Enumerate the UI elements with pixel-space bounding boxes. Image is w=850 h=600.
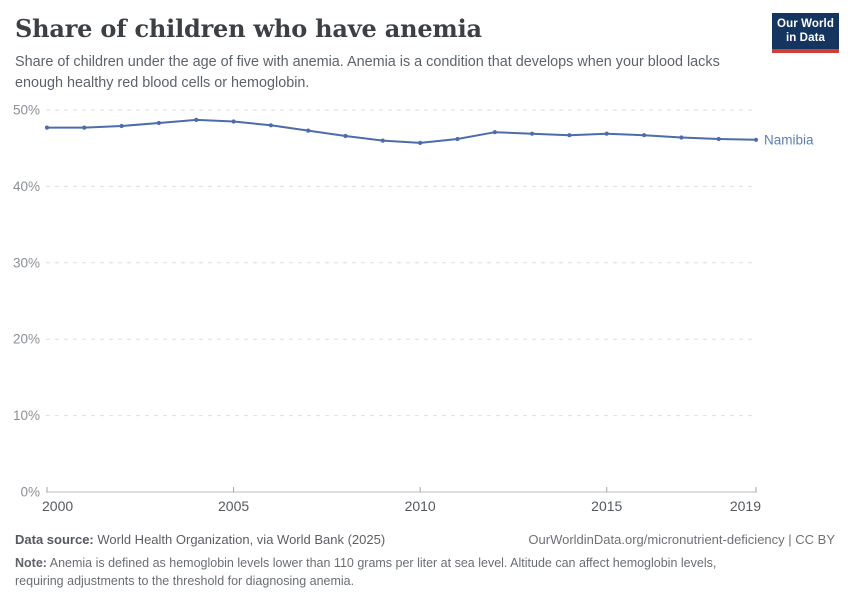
data-point bbox=[380, 138, 385, 143]
logo-line2: in Data bbox=[785, 31, 826, 44]
chart-note: Note: Anemia is defined as hemoglobin le… bbox=[15, 555, 763, 590]
data-point bbox=[82, 125, 87, 130]
chart-footer: Data source: World Health Organization, … bbox=[15, 532, 835, 590]
data-point bbox=[119, 123, 124, 129]
data-point bbox=[492, 130, 497, 135]
data-point bbox=[44, 125, 50, 130]
y-tick-label: 0% bbox=[20, 485, 40, 500]
x-tick-label: 2000 bbox=[42, 498, 73, 514]
x-tick-label: 2015 bbox=[591, 498, 622, 514]
series-line[interactable] bbox=[46, 118, 757, 144]
data-point bbox=[268, 123, 273, 128]
x-tick-label: 2010 bbox=[405, 498, 436, 514]
data-point bbox=[679, 135, 684, 140]
owid-logo: Our World in Data bbox=[772, 13, 839, 53]
y-tick-label: 20% bbox=[13, 332, 40, 347]
y-tick-label: 50% bbox=[13, 103, 40, 118]
x-tick-label: 2005 bbox=[218, 498, 249, 514]
chart-note-value: Anemia is defined as hemoglobin levels l… bbox=[15, 556, 717, 588]
y-tick-label: 30% bbox=[13, 255, 40, 270]
series-label[interactable]: Namibia bbox=[764, 132, 814, 147]
data-point bbox=[343, 133, 348, 139]
data-source: Data source: World Health Organization, … bbox=[15, 532, 385, 548]
logo-line1: Our World bbox=[777, 18, 834, 30]
data-point bbox=[306, 128, 311, 133]
chart-subtitle: Share of children under the age of five … bbox=[15, 54, 720, 91]
data-point bbox=[567, 133, 572, 138]
data-source-label: Data source: bbox=[15, 532, 94, 547]
y-tick-label: 10% bbox=[13, 408, 40, 423]
data-point bbox=[194, 117, 199, 122]
data-point bbox=[530, 131, 535, 136]
data-point bbox=[642, 133, 647, 138]
data-point bbox=[455, 136, 460, 142]
x-tick-label: 2019 bbox=[730, 498, 761, 514]
data-source-value: World Health Organization, via World Ban… bbox=[93, 532, 386, 547]
chart-note-label: Note: bbox=[15, 556, 47, 570]
data-point bbox=[753, 137, 759, 142]
chart-title: Share of children who have anemia bbox=[15, 14, 482, 43]
data-point bbox=[716, 136, 721, 142]
data-point bbox=[418, 140, 423, 145]
data-point bbox=[604, 131, 609, 136]
data-point bbox=[231, 119, 236, 124]
y-tick-label: 40% bbox=[13, 179, 40, 194]
owid-citation-link[interactable]: OurWorldinData.org/micronutrient-deficie… bbox=[528, 532, 835, 547]
data-point bbox=[156, 120, 161, 126]
